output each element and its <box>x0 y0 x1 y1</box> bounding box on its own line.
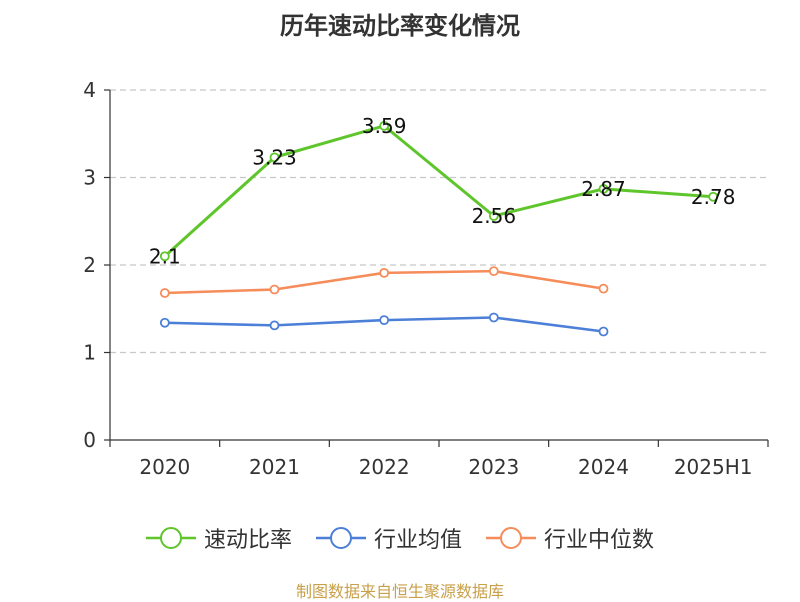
data-point <box>269 284 280 295</box>
data-point <box>379 267 390 278</box>
data-label: 3.59 <box>362 114 407 138</box>
data-label: 2.78 <box>691 185 736 209</box>
data-point <box>708 191 719 202</box>
legend-item[interactable]: 速动比率 <box>145 522 292 554</box>
y-tick-label: 3 <box>83 166 96 190</box>
legend-marker-icon <box>486 527 536 549</box>
data-point <box>488 312 499 323</box>
y-tick-label: 1 <box>83 341 96 365</box>
y-tick-label: 0 <box>83 428 96 452</box>
legend-item[interactable]: 行业中位数 <box>486 522 654 554</box>
data-point <box>488 211 499 221</box>
legend-marker-icon <box>145 527 196 549</box>
data-point <box>379 315 390 326</box>
data-point <box>269 152 280 163</box>
data-label: 3.23 <box>252 145 297 169</box>
legend-label: 行业均值 <box>373 528 462 553</box>
data-label: 2.1 <box>149 244 181 268</box>
y-tick-label: 4 <box>83 78 96 102</box>
legend-label: 行业中位数 <box>544 528 655 553</box>
data-point <box>159 251 170 262</box>
chart-legend: 速动比率 行业均值 行业中位数 <box>0 518 800 558</box>
data-point <box>598 183 609 194</box>
data-point <box>269 320 280 331</box>
data-label: 2.56 <box>472 204 517 228</box>
x-tick-label: 2024 <box>578 455 629 479</box>
source-note: 制图数据来自恒生聚源数据库 <box>295 582 504 601</box>
chart-title: 历年速动比率变化情况 <box>280 12 520 40</box>
x-tick-label: 2021 <box>249 455 300 479</box>
data-point <box>159 317 170 328</box>
data-point <box>598 326 609 337</box>
y-tick-label: 2 <box>83 253 96 277</box>
data-point <box>159 288 170 298</box>
x-tick-label: 2022 <box>359 455 410 479</box>
x-tick-label: 2023 <box>468 455 519 479</box>
data-point <box>488 266 499 277</box>
legend-marker-icon <box>315 527 366 549</box>
x-tick-label: 2020 <box>139 455 190 479</box>
legend-label: 速动比率 <box>203 528 292 553</box>
data-point <box>379 120 390 131</box>
legend-item[interactable]: 行业均值 <box>315 522 462 554</box>
data-point <box>598 283 609 294</box>
series-line <box>163 124 714 258</box>
x-tick-label: 2025H1 <box>674 455 753 479</box>
data-label: 2.87 <box>581 177 626 201</box>
